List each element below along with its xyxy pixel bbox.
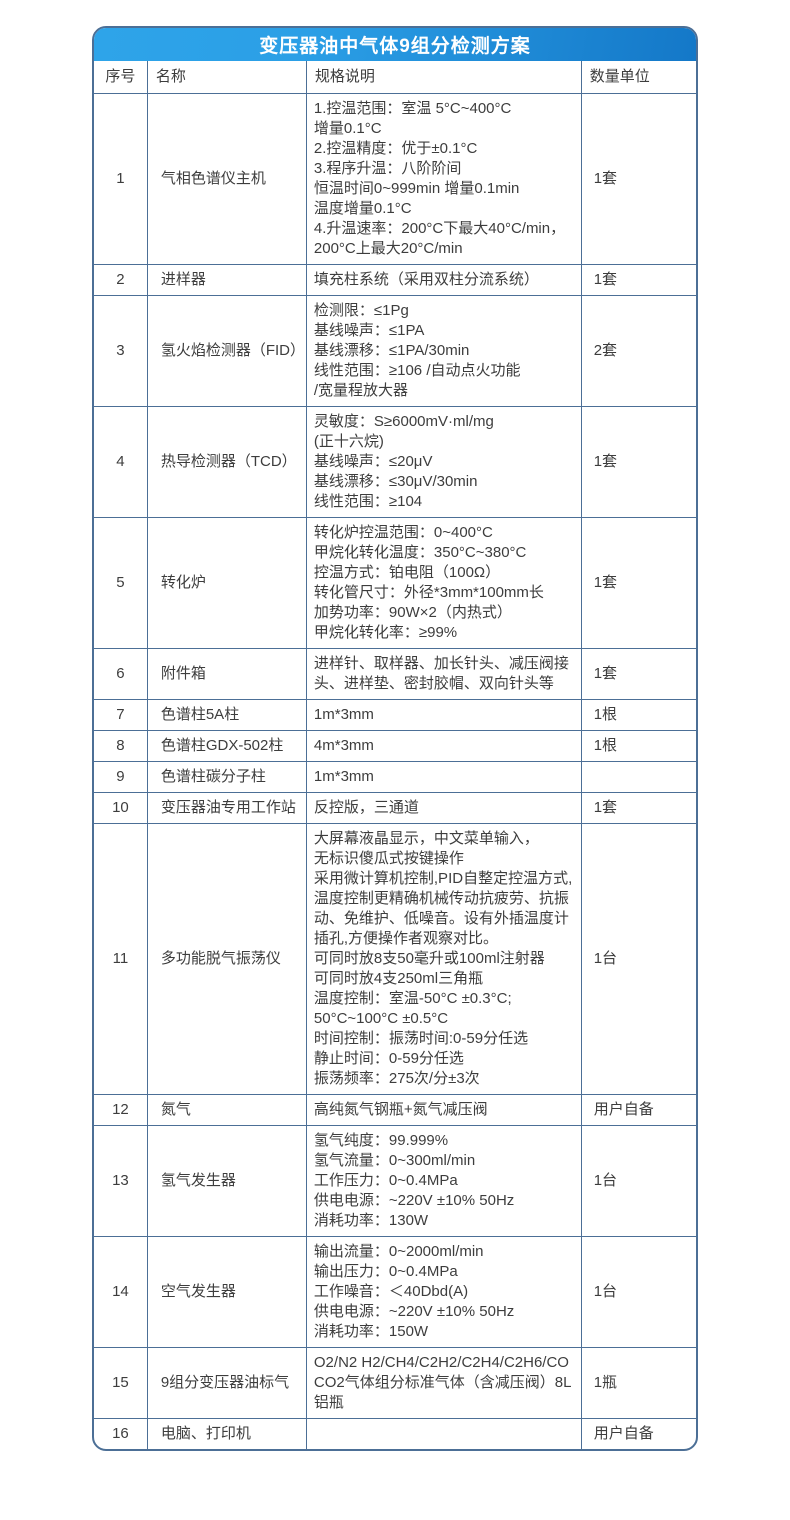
no-cell: 15	[94, 1347, 148, 1419]
qty-cell: 1套	[580, 264, 696, 296]
table-row: 2 进样器 填充柱系统（采用双柱分流系统） 1套	[94, 264, 696, 296]
name-cell: 空气发生器	[146, 1236, 307, 1348]
no-cell: 12	[94, 1094, 148, 1126]
qty-cell: 1套	[580, 517, 696, 649]
name-cell: 气相色谱仪主机	[146, 93, 307, 265]
table-row: 4 热导检测器（TCD） 灵敏度：S≥6000mV·ml/mg (正十六烷) 基线噪…	[94, 406, 696, 518]
name-cell: 色谱柱GDX-502柱	[146, 730, 307, 762]
spec-cell: 1m*3mm	[305, 699, 582, 731]
spec-cell: 高纯氮气钢瓶+氮气减压阀	[305, 1094, 582, 1126]
table-row: 7 色谱柱5A柱 1m*3mm 1根	[94, 699, 696, 731]
spec-cell: 输出流量：0~2000ml/min 输出压力：0~0.4MPa 工作噪音：＜40…	[305, 1236, 582, 1348]
qty-cell: 用户自备	[580, 1094, 696, 1126]
qty-cell: 1瓶	[580, 1347, 696, 1419]
qty-cell: 1台	[580, 823, 696, 1095]
spec-cell: 检测限：≤1Pg 基线噪声：≤1PA 基线漂移：≤1PA/30min 线性范围：…	[305, 295, 582, 407]
table-row: 14 空气发生器 输出流量：0~2000ml/min 输出压力：0~0.4MPa 工…	[94, 1236, 696, 1348]
qty-cell: 1根	[580, 730, 696, 762]
name-cell: 9组分变压器油标气	[146, 1347, 307, 1419]
no-cell: 16	[94, 1418, 148, 1449]
no-cell: 6	[94, 648, 148, 700]
name-cell: 色谱柱碳分子柱	[146, 761, 307, 793]
spec-cell: 灵敏度：S≥6000mV·ml/mg (正十六烷) 基线噪声：≤20μV 基线漂…	[305, 406, 582, 518]
column-header-name: 名称	[146, 61, 307, 94]
no-cell: 2	[94, 264, 148, 296]
column-header-no: 序号	[94, 61, 148, 94]
no-cell: 11	[94, 823, 148, 1095]
no-cell: 10	[94, 792, 148, 824]
name-cell: 热导检测器（TCD）	[146, 406, 307, 518]
column-header-qty: 数量单位	[580, 61, 696, 94]
column-header-spec: 规格说明	[305, 61, 582, 94]
spec-cell: 进样针、取样器、加长针头、减压阀接头、进样垫、密封胶帽、双向针头等	[305, 648, 582, 700]
no-cell: 5	[94, 517, 148, 649]
name-cell: 附件箱	[146, 648, 307, 700]
table-row: 15 9组分变压器油标气 O2/N2 H2/CH4/C2H2/C2H4/C2H6/C…	[94, 1347, 696, 1419]
table-body: 1 气相色谱仪主机 1.控温范围：室温 5°C~400°C 增量0.1°C 2.控温…	[94, 93, 696, 1449]
table-row: 8 色谱柱GDX-502柱 4m*3mm 1根	[94, 730, 696, 762]
spec-table: 序号 名称 规格说明 数量单位 1 气相色谱仪主机 1.控温范围：室温 5°C~40…	[94, 61, 696, 1449]
spec-cell: 大屏幕液晶显示，中文菜单输入， 无标识傻瓜式按键操作 采用微计算机控制,PID自…	[305, 823, 582, 1095]
qty-cell: 1根	[580, 699, 696, 731]
name-cell: 色谱柱5A柱	[146, 699, 307, 731]
spec-cell: 反控版，三通道	[305, 792, 582, 824]
table-row: 16 电脑、打印机 用户自备	[94, 1418, 696, 1449]
name-cell: 氢气发生器	[146, 1125, 307, 1237]
table-row: 3 氢火焰检测器（FID） 检测限：≤1Pg 基线噪声：≤1PA 基线漂移：≤1PA…	[94, 295, 696, 407]
name-cell: 转化炉	[146, 517, 307, 649]
name-cell: 进样器	[146, 264, 307, 296]
spec-table-card: 变压器油中气体9组分检测方案 序号 名称 规格说明 数量单位 1 气相色谱仪主机 1…	[92, 26, 698, 1451]
qty-cell: 用户自备	[580, 1418, 696, 1449]
qty-cell: 2套	[580, 295, 696, 407]
table-row: 5 转化炉 转化炉控温范围：0~400°C 甲烷化转化温度：350°C~380°C …	[94, 517, 696, 649]
no-cell: 1	[94, 93, 148, 265]
no-cell: 7	[94, 699, 148, 731]
table-row: 9 色谱柱碳分子柱 1m*3mm	[94, 761, 696, 793]
spec-cell: 1.控温范围：室温 5°C~400°C 增量0.1°C 2.控温精度：优于±0.…	[305, 93, 582, 265]
spec-cell: 1m*3mm	[305, 761, 582, 793]
qty-cell: 1套	[580, 792, 696, 824]
name-cell: 氢火焰检测器（FID）	[146, 295, 307, 407]
qty-cell: 1套	[580, 406, 696, 518]
qty-cell: 1套	[580, 93, 696, 265]
table-row: 11 多功能脱气振荡仪 大屏幕液晶显示，中文菜单输入， 无标识傻瓜式按键操作 采用微…	[94, 823, 696, 1095]
spec-cell	[305, 1418, 582, 1449]
table-title: 变压器油中气体9组分检测方案	[94, 28, 696, 61]
table-row: 10 变压器油专用工作站 反控版，三通道 1套	[94, 792, 696, 824]
header-row: 序号 名称 规格说明 数量单位	[94, 61, 696, 94]
spec-cell: 填充柱系统（采用双柱分流系统）	[305, 264, 582, 296]
spec-cell: 氢气纯度：99.999% 氢气流量：0~300ml/min 工作压力：0~0.4…	[305, 1125, 582, 1237]
no-cell: 4	[94, 406, 148, 518]
table-row: 6 附件箱 进样针、取样器、加长针头、减压阀接头、进样垫、密封胶帽、双向针头等 1套	[94, 648, 696, 700]
qty-cell: 1套	[580, 648, 696, 700]
table-row: 13 氢气发生器 氢气纯度：99.999% 氢气流量：0~300ml/min 工作压…	[94, 1125, 696, 1237]
table-row: 1 气相色谱仪主机 1.控温范围：室温 5°C~400°C 增量0.1°C 2.控温…	[94, 93, 696, 265]
qty-cell: 1台	[580, 1236, 696, 1348]
name-cell: 电脑、打印机	[146, 1418, 307, 1449]
table-header: 序号 名称 规格说明 数量单位	[94, 61, 696, 94]
qty-cell	[580, 761, 696, 793]
no-cell: 9	[94, 761, 148, 793]
name-cell: 多功能脱气振荡仪	[146, 823, 307, 1095]
name-cell: 变压器油专用工作站	[146, 792, 307, 824]
spec-cell: O2/N2 H2/CH4/C2H2/C2H4/C2H6/CO CO2气体组分标准…	[305, 1347, 582, 1419]
table-row: 12 氮气 高纯氮气钢瓶+氮气减压阀 用户自备	[94, 1094, 696, 1126]
no-cell: 14	[94, 1236, 148, 1348]
no-cell: 8	[94, 730, 148, 762]
no-cell: 13	[94, 1125, 148, 1237]
spec-cell: 4m*3mm	[305, 730, 582, 762]
qty-cell: 1台	[580, 1125, 696, 1237]
name-cell: 氮气	[146, 1094, 307, 1126]
spec-cell: 转化炉控温范围：0~400°C 甲烷化转化温度：350°C~380°C 控温方式…	[305, 517, 582, 649]
no-cell: 3	[94, 295, 148, 407]
